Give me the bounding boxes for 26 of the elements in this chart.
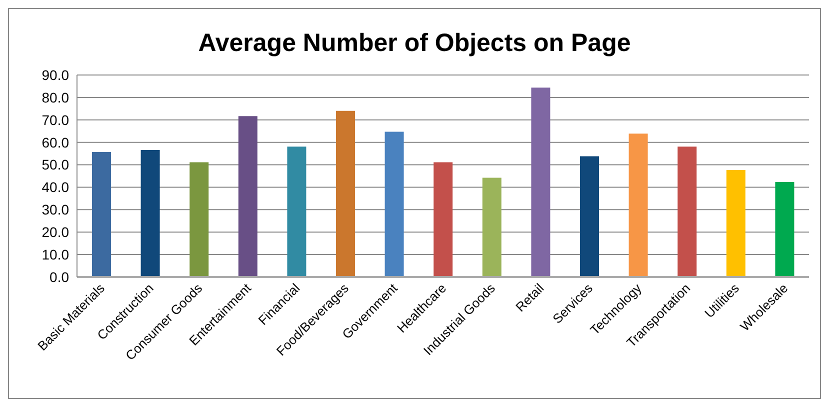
bar (384, 132, 404, 277)
y-tick-label: 90.0 (42, 66, 70, 83)
y-tick-label: 0.0 (50, 268, 70, 285)
y-tick-label: 60.0 (42, 134, 70, 150)
bar (775, 182, 794, 277)
y-tick-label: 70.0 (42, 112, 70, 128)
bar (580, 156, 599, 277)
bar (287, 146, 306, 277)
bar (140, 150, 160, 277)
bar (726, 170, 746, 277)
y-tick-label: 10.0 (42, 246, 70, 263)
bar (238, 116, 258, 277)
bar (531, 88, 550, 277)
chart-title: Average Number of Objects on Page (197, 29, 632, 58)
bar (482, 178, 502, 277)
bar (190, 162, 209, 277)
bar (434, 162, 453, 277)
y-tick-label: 50.0 (42, 156, 70, 173)
y-tick-label: 40.0 (42, 179, 70, 196)
y-tick-label: 80.0 (42, 89, 70, 106)
bar (92, 152, 111, 277)
bar (628, 134, 648, 277)
bar (336, 110, 355, 277)
y-tick-label: 20.0 (42, 224, 70, 240)
bar (678, 146, 697, 277)
y-tick-label: 30.0 (42, 202, 70, 218)
